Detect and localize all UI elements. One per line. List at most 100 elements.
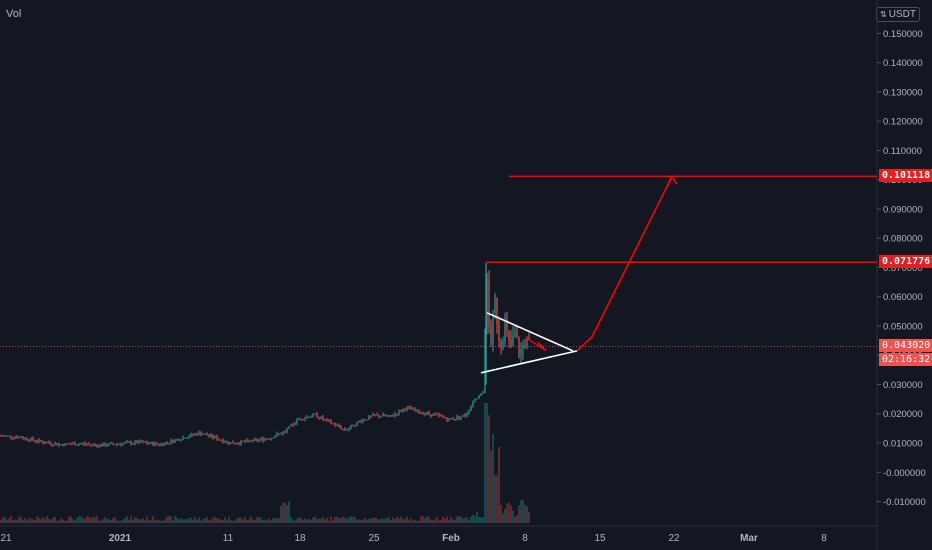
candle-body	[510, 339, 512, 346]
candle-body	[386, 415, 388, 417]
spike-price-label: 0.071776	[879, 255, 932, 269]
candle-body	[26, 437, 28, 440]
volume-bar	[504, 508, 506, 523]
volume-bar	[150, 519, 152, 523]
volume-bars	[0, 403, 530, 523]
candle-body	[322, 416, 324, 420]
volume-bar	[38, 517, 40, 523]
volume-bar	[14, 519, 16, 523]
volume-bar	[498, 446, 500, 523]
volume-bar	[432, 520, 434, 523]
volume-bar	[382, 518, 384, 523]
volume-bar	[252, 519, 254, 523]
candle-body	[304, 417, 306, 420]
candle-body	[484, 328, 486, 393]
candle-body	[40, 439, 42, 442]
volume-bar	[46, 516, 48, 523]
candle-body	[224, 442, 226, 444]
volume-bar	[490, 450, 492, 523]
volume-bar	[326, 517, 328, 523]
time-tick-label: 15	[594, 533, 606, 544]
currency-selector[interactable]: ⇅ USDT	[876, 7, 920, 22]
volume-bar	[352, 517, 354, 523]
volume-bar	[6, 519, 8, 523]
price-tick-label: -0.010000	[883, 497, 926, 508]
candle-body	[394, 413, 396, 416]
candle-body	[132, 443, 134, 445]
volume-bar	[132, 520, 134, 523]
volume-bar	[324, 519, 326, 523]
candle-body	[212, 434, 214, 438]
time-tick-label: 2021	[109, 533, 132, 544]
volume-bar	[182, 519, 184, 523]
candle-body	[244, 441, 246, 443]
candle-body	[44, 442, 46, 444]
volume-bar	[224, 517, 226, 523]
candle-body	[238, 443, 240, 445]
volume-bar	[226, 520, 228, 523]
volume-bar	[372, 517, 374, 523]
candle-body	[372, 414, 374, 416]
price-axis[interactable]: 0.150000 0.140000 0.130000 0.120000 0.110000…	[876, 0, 926, 550]
candle-body	[124, 442, 126, 444]
volume-bar	[176, 517, 178, 523]
candle-body	[412, 408, 414, 410]
volume-bar	[312, 517, 314, 523]
candle-body	[294, 423, 296, 426]
chart-drawings[interactable]	[0, 174, 877, 374]
volume-bar	[474, 516, 476, 523]
candle-body	[18, 436, 20, 439]
volume-bar	[66, 520, 68, 523]
candle-body	[208, 435, 210, 437]
candle-body	[348, 427, 350, 430]
volume-bar	[298, 517, 300, 523]
volume-bar	[526, 506, 528, 523]
candle-body	[410, 407, 412, 410]
candle-body	[390, 415, 392, 417]
volume-bar	[410, 518, 412, 523]
volume-bar	[248, 519, 250, 523]
volume-bar	[394, 518, 396, 523]
volume-bar	[460, 516, 462, 523]
volume-bar	[216, 518, 218, 523]
candle-body	[30, 437, 32, 441]
candle-body	[362, 419, 364, 423]
price-tick-label: 0.110000	[883, 146, 922, 157]
candle-body	[312, 414, 314, 417]
volume-indicator-label[interactable]: Vol	[6, 8, 22, 20]
volume-bar	[404, 518, 406, 523]
volume-bar	[50, 519, 52, 523]
candle-body	[414, 408, 416, 411]
candle-body	[330, 420, 332, 424]
candle-body	[314, 413, 316, 415]
volume-bar	[322, 517, 324, 523]
candle-body	[106, 445, 108, 447]
candle-body	[38, 439, 40, 442]
time-axis[interactable]: 21 2021 11 18 25 Feb 8 15 22 Mar 8	[0, 525, 877, 544]
candle-body	[478, 395, 480, 399]
volume-bar	[56, 520, 58, 523]
volume-bar	[354, 516, 356, 523]
volume-bar	[32, 518, 34, 523]
candle-body	[126, 441, 128, 443]
candle-body	[384, 414, 386, 417]
candle-body	[402, 408, 404, 412]
candle-body	[108, 443, 110, 446]
candle-body	[498, 324, 500, 341]
volume-bar	[468, 520, 470, 523]
volume-bar	[40, 519, 42, 523]
candle-body	[254, 439, 256, 441]
volume-bar	[214, 517, 216, 523]
volume-bar	[16, 519, 18, 523]
candle-body	[290, 424, 292, 427]
candle-body	[206, 433, 208, 436]
volume-bar	[484, 403, 486, 523]
candle-body	[86, 444, 88, 446]
candle-body	[128, 441, 130, 443]
volume-bar	[320, 518, 322, 523]
candle-body	[136, 441, 138, 444]
volume-bar	[110, 520, 112, 523]
volume-bar	[422, 516, 424, 523]
volume-bar	[202, 518, 204, 523]
